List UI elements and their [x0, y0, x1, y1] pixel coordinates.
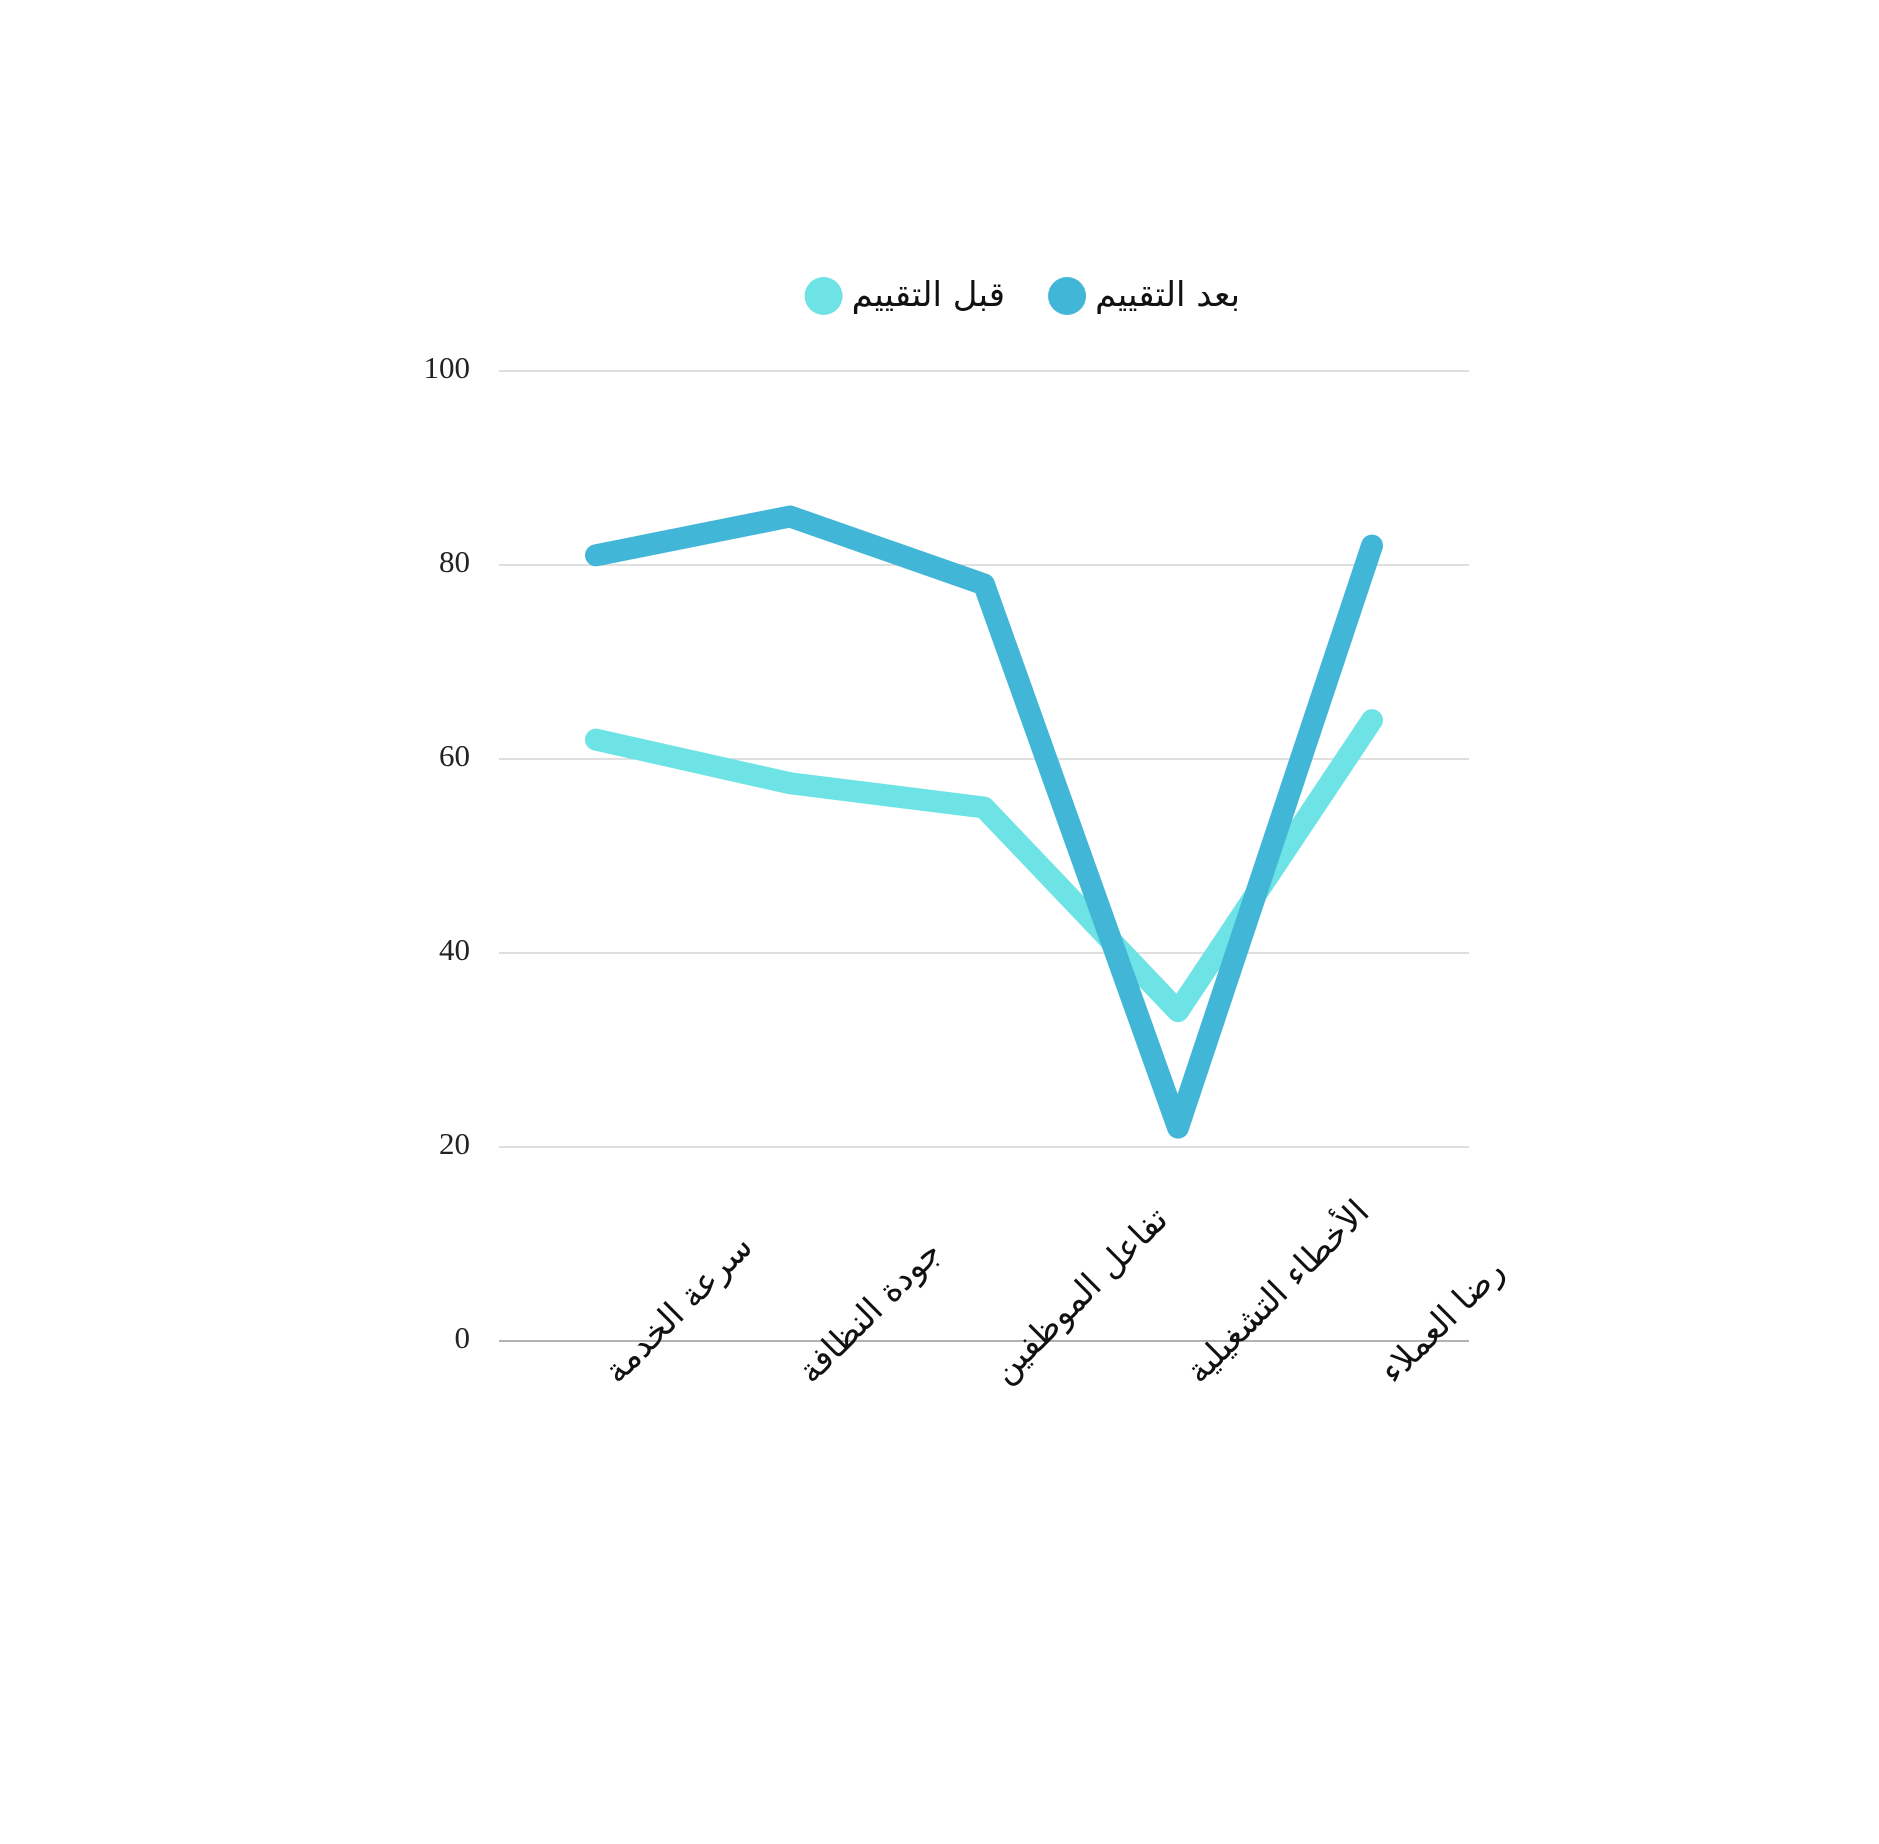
- y-tick-label: 0: [455, 1320, 471, 1355]
- legend-label: قبل التقييم: [852, 275, 1005, 315]
- legend-marker: [804, 277, 843, 315]
- x-tick-label: سرعة الخدمة: [596, 1227, 760, 1391]
- x-tick-label: تفاعل الموظفين: [984, 1200, 1176, 1392]
- y-tick-label: 100: [424, 350, 471, 385]
- series-line: [585, 505, 1383, 1139]
- y-tick-label: 80: [439, 544, 470, 579]
- x-tick-label: جودة النظافة: [790, 1232, 949, 1391]
- legend-marker: [1048, 277, 1087, 315]
- legend-label: بعد التقييم: [1095, 275, 1240, 315]
- y-tick-label: 20: [439, 1126, 470, 1161]
- x-tick-label: رضا العملاء: [1372, 1251, 1512, 1391]
- y-tick-label: 40: [439, 932, 470, 967]
- x-tick-label: الأخطاء التشغيلية: [1177, 1191, 1378, 1392]
- y-tick-label: 60: [439, 738, 470, 773]
